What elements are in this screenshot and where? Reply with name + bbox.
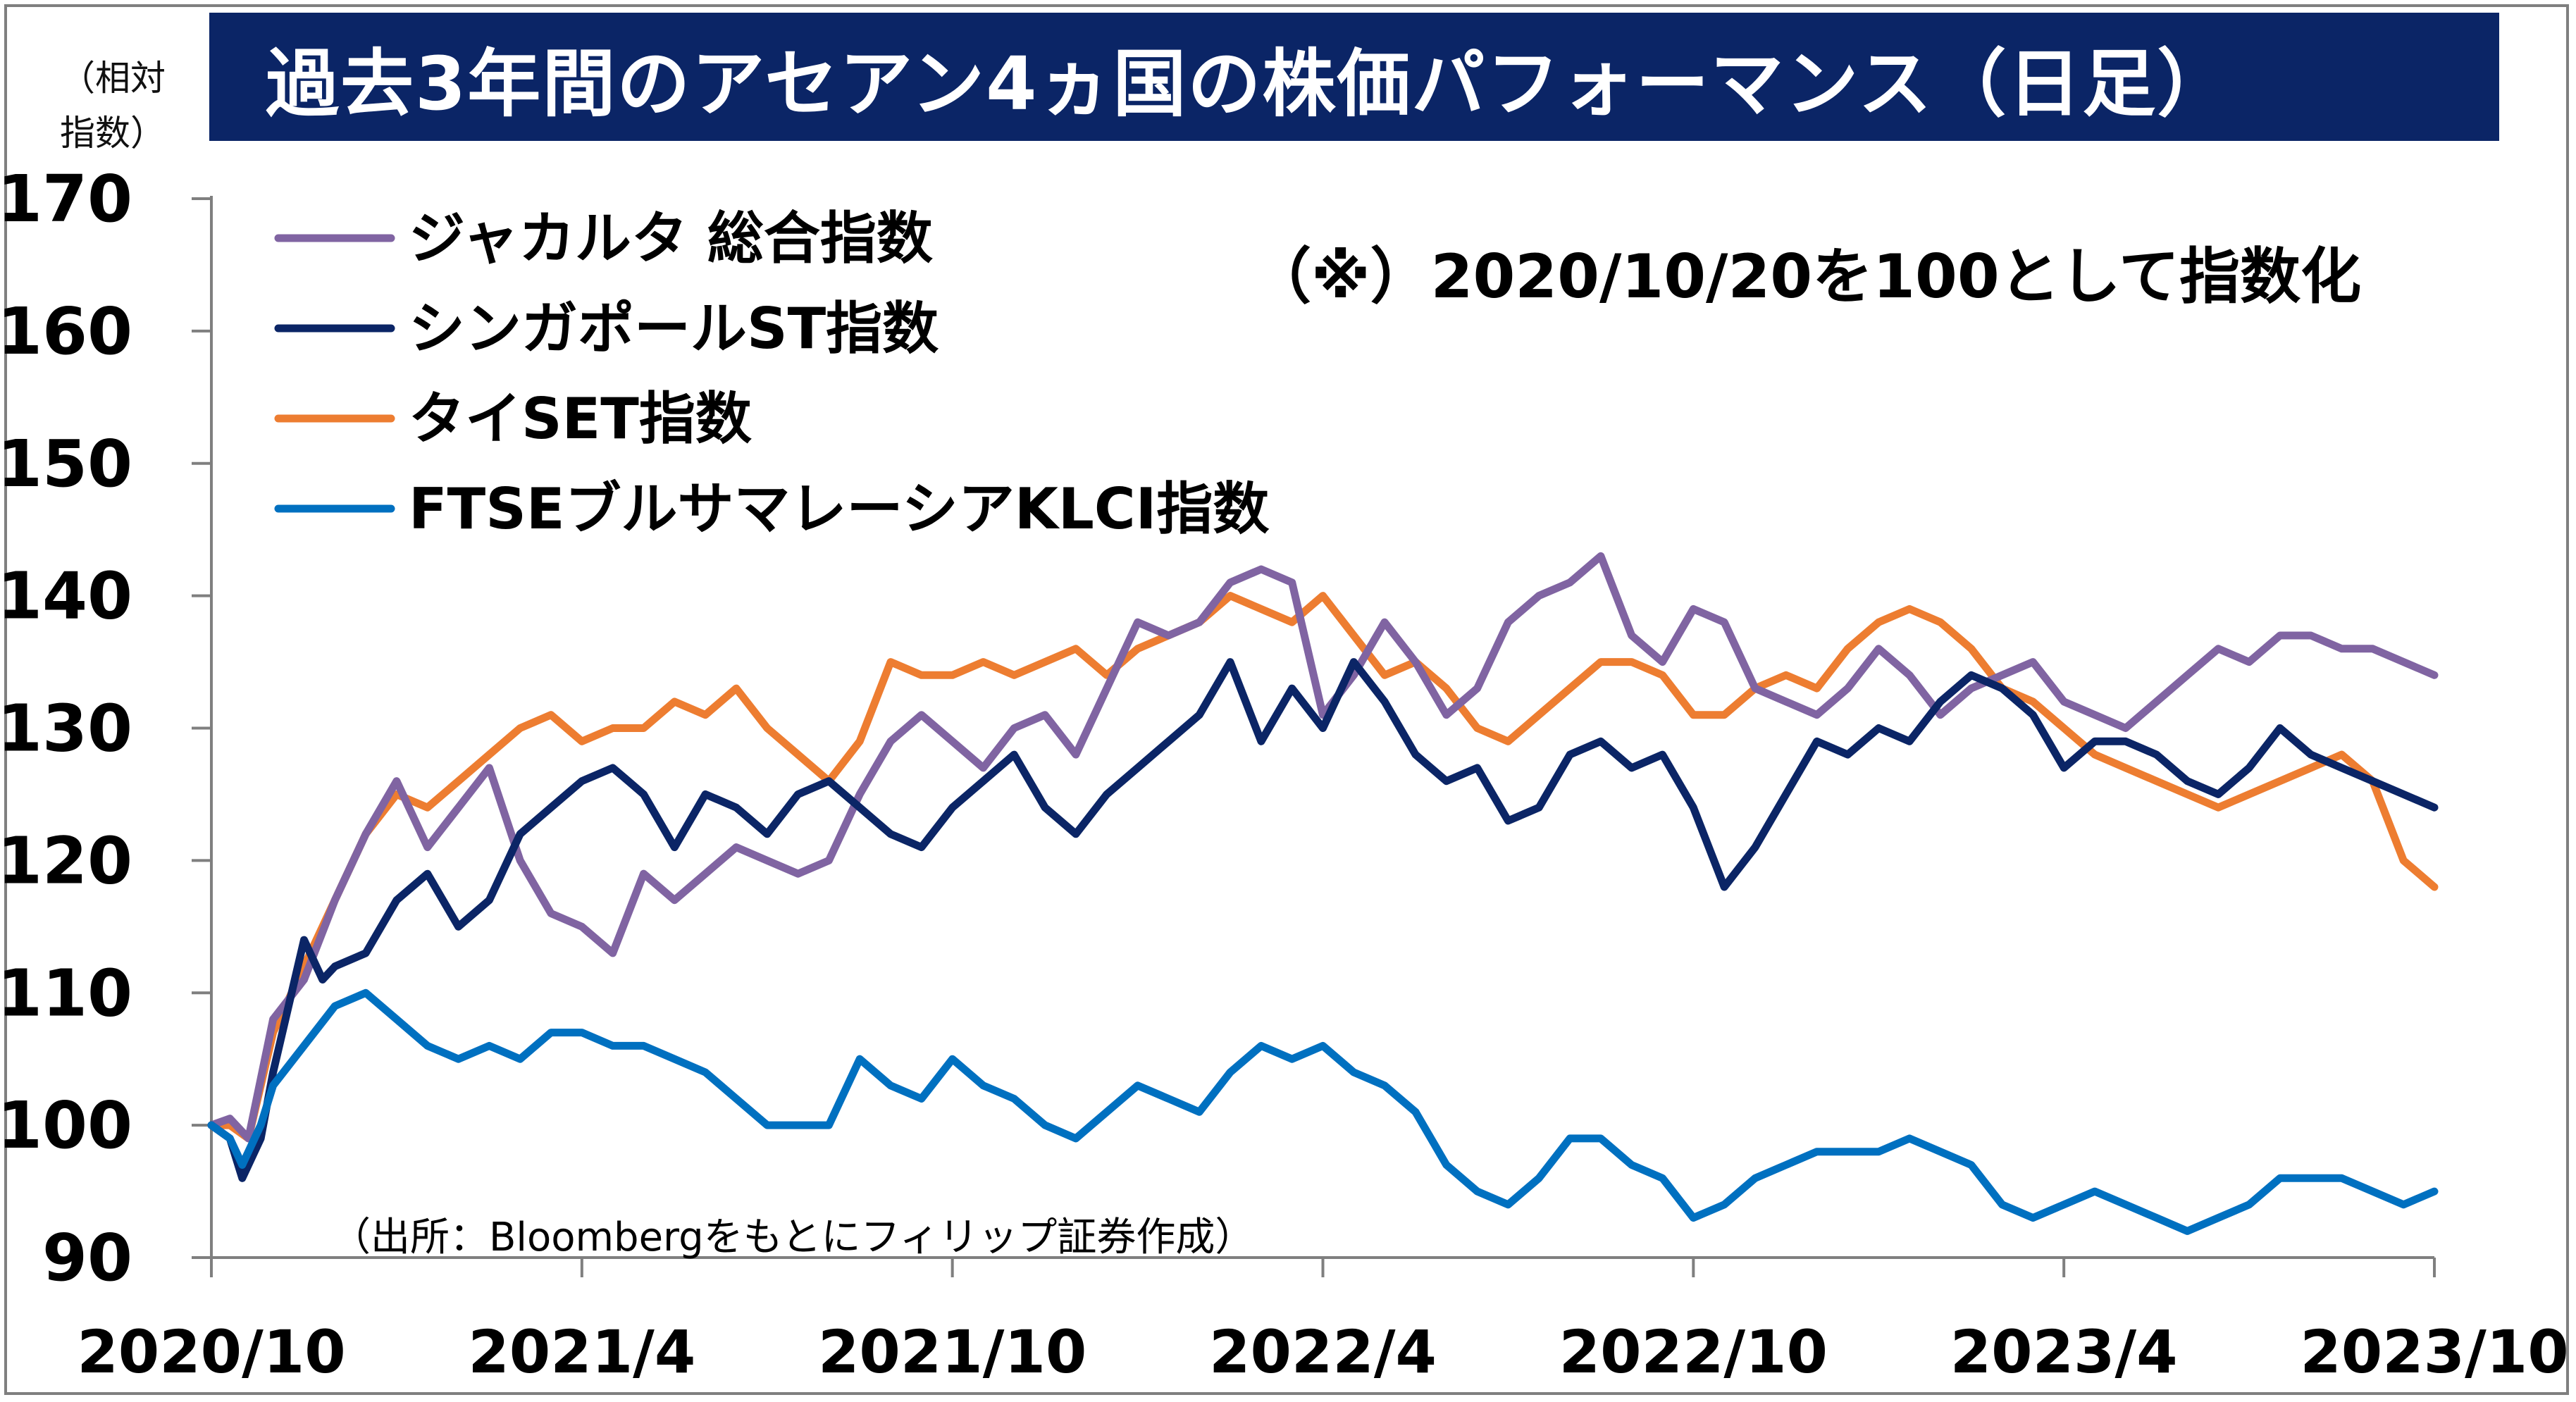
- y-tick-labels: 90 100 110 120 130 140 150 160 170: [0, 161, 132, 1296]
- x-tick-label: 2021/4: [468, 1317, 695, 1387]
- y-tick-label: 90: [42, 1220, 132, 1296]
- x-tick-label: 2020/10: [77, 1317, 345, 1387]
- x-tick-label: 2022/4: [1209, 1317, 1437, 1387]
- y-axis-unit-label: （相対 指数）: [60, 58, 166, 154]
- legend-label: タイSET指数: [409, 386, 752, 452]
- series-line: [207, 592, 2439, 1143]
- y-tick-label: 160: [0, 294, 132, 369]
- y-tick-label: 140: [0, 559, 132, 634]
- legend-label: FTSEブルサマレーシアKLCI指数: [409, 476, 1269, 542]
- y-tick-label: 130: [0, 691, 132, 767]
- y-tick-label: 170: [0, 161, 132, 237]
- y-tick-label: 150: [0, 426, 132, 502]
- series-lines: [207, 552, 2439, 1235]
- x-tick-label: 2022/10: [1559, 1317, 1828, 1387]
- y-tick-label: 100: [0, 1088, 132, 1163]
- legend-label: ジャカルタ 総合指数: [409, 206, 933, 271]
- source-note: （出所：Bloombergをもとにフィリップ証券作成）: [331, 1215, 1254, 1260]
- index-note: （※）2020/10/20を100として指数化: [1251, 242, 2361, 312]
- x-tick-label: 2023/4: [1950, 1317, 2178, 1387]
- x-tick-label: 2021/10: [818, 1317, 1086, 1387]
- series-line: [207, 552, 2439, 1143]
- chart-title: 過去3年間のアセアン4ヵ国の株価パフォーマンス（日足）: [209, 13, 2499, 141]
- legend-label: シンガポールST指数: [409, 296, 939, 361]
- axes: [192, 196, 2436, 1277]
- x-tick-label: 2023/10: [2300, 1317, 2568, 1387]
- series-line: [207, 658, 2439, 1182]
- x-tick-labels: 2020/10 2021/4 2021/10 2022/4 2022/10 2023/4 2…: [77, 1317, 2568, 1387]
- series-line: [207, 988, 2439, 1235]
- chart-title-text: 過去3年間のアセアン4ヵ国の株価パフォーマンス（日足）: [266, 40, 2232, 127]
- y-tick-label: 120: [0, 823, 132, 898]
- y-tick-label: 110: [0, 955, 132, 1031]
